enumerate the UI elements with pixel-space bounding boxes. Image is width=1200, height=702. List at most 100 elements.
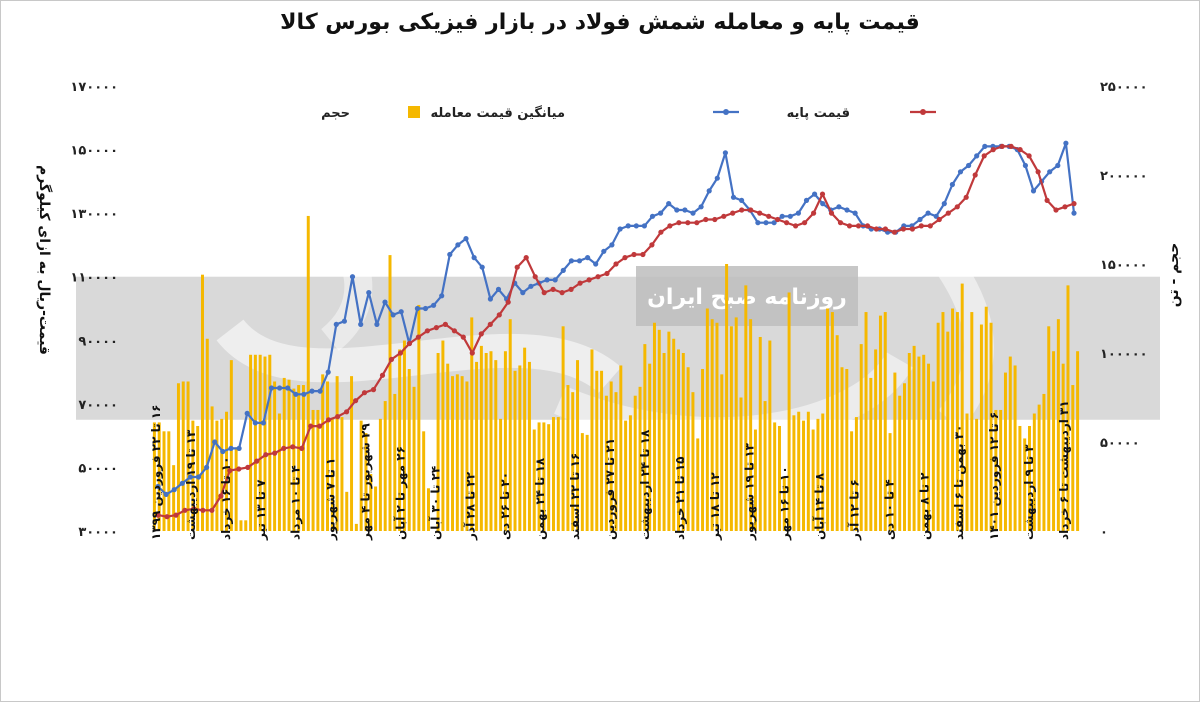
avg-price-point	[1063, 140, 1069, 146]
x-tick-label: ۲۶ مهر تا ۲ آبان	[393, 446, 408, 540]
volume-bar	[513, 370, 517, 531]
avg-price-point	[325, 369, 331, 375]
y-right-tick-label: ۱۵۰۰۰۰	[1100, 258, 1148, 273]
avg-price-point	[1055, 162, 1061, 169]
volume-bar	[633, 395, 637, 531]
volume-bar	[1018, 425, 1022, 531]
base-price-point	[595, 274, 601, 280]
base-price-point	[460, 334, 466, 340]
base-price-point	[1017, 147, 1023, 153]
avg-price-point	[730, 194, 737, 200]
avg-price-point	[836, 204, 842, 210]
volume-bar	[422, 431, 426, 531]
volume-bar	[883, 312, 887, 531]
legend: قیمت پایه میانگین قیمت معامله حجم	[321, 105, 936, 121]
volume-bar	[643, 344, 647, 531]
volume-bar	[547, 424, 551, 531]
volume-bar	[532, 429, 536, 531]
base-price-point	[361, 390, 368, 396]
base-price-point	[487, 321, 493, 327]
volume-bar	[907, 353, 911, 531]
avg-price-point	[268, 385, 275, 391]
y-axis-right-label: حجم - تن	[1166, 243, 1182, 308]
base-price-point	[784, 220, 790, 226]
volume-bar	[277, 413, 281, 531]
volume-bar	[234, 447, 238, 531]
base-price-point	[424, 328, 430, 334]
volume-bar	[734, 317, 738, 531]
volume-bar	[378, 418, 382, 531]
base-price-point	[1044, 197, 1050, 203]
volume-bar	[470, 317, 474, 531]
volume-bar	[335, 376, 339, 531]
volume-bar	[787, 292, 791, 531]
avg-price-point	[1071, 210, 1077, 216]
volume-bar	[244, 520, 248, 531]
base-price-point	[712, 216, 718, 223]
avg-price-point	[1030, 188, 1037, 194]
base-price-point	[568, 286, 574, 292]
avg-price-point	[455, 242, 461, 248]
base-price-point	[514, 264, 520, 270]
avg-price-point	[633, 223, 639, 229]
avg-price-point	[187, 474, 193, 480]
avg-price-point	[787, 213, 793, 219]
volume-bar	[354, 523, 358, 531]
avg-price-point	[658, 210, 664, 216]
volume-bar	[821, 413, 825, 531]
base-price-point	[748, 207, 754, 213]
base-price-point	[164, 514, 170, 520]
avg-price-point	[625, 223, 631, 229]
avg-price-point	[966, 162, 972, 169]
avg-price-point	[293, 391, 299, 397]
avg-price-point	[812, 191, 818, 197]
avg-price-point	[690, 210, 696, 216]
avg-price-point	[220, 448, 226, 455]
volume-bar	[696, 438, 700, 531]
volume-bar	[556, 417, 560, 531]
volume-bar	[628, 415, 632, 531]
volume-bar	[1042, 393, 1046, 531]
volume-bar	[1071, 385, 1075, 531]
avg-price-point	[212, 439, 218, 445]
avg-price-point	[803, 197, 810, 203]
avg-price-point	[755, 220, 761, 226]
base-price-point	[694, 220, 700, 226]
avg-price-point	[560, 267, 566, 273]
base-price-point	[819, 191, 826, 197]
volume-bar	[946, 331, 950, 531]
volume-bar	[1066, 285, 1070, 531]
base-price-point	[891, 229, 898, 235]
base-price-point	[290, 444, 296, 450]
x-axis: ۱۶ تا ۲۲ فروردین ۱۳۹۹ ۱۳ تا ۱۹ اردیبهشت ۱۰…	[149, 400, 1071, 541]
base-price-point	[837, 220, 844, 226]
avg-price-point	[949, 181, 956, 188]
volume-bar	[446, 363, 450, 531]
avg-price-point	[244, 410, 250, 416]
legend-label: حجم	[321, 106, 350, 121]
volume-bar	[893, 372, 897, 531]
volume-bar	[888, 433, 892, 531]
x-tick-label: ۱ تا ۷ شهریور	[324, 458, 339, 541]
volume-bar	[864, 312, 868, 531]
base-price-point	[936, 216, 942, 223]
base-price-point	[532, 274, 538, 280]
volume-bar	[330, 418, 334, 531]
base-price-point	[802, 220, 808, 226]
base-price-point	[766, 213, 772, 219]
price-lines	[155, 140, 1077, 520]
avg-price-point	[925, 210, 931, 216]
volume-bar	[475, 361, 479, 531]
volume-bar	[600, 370, 604, 531]
y-left-tick-label: ۵۰۰۰۰	[78, 461, 118, 476]
avg-price-point	[714, 175, 720, 181]
volume-bar	[441, 340, 445, 531]
volume-bar	[297, 385, 301, 531]
volume-bar	[268, 354, 272, 531]
avg-price-point	[739, 197, 745, 203]
volume-bar	[350, 376, 354, 531]
base-price-point	[775, 216, 781, 223]
volume-bar	[1008, 356, 1012, 531]
volume-bar	[263, 356, 267, 531]
